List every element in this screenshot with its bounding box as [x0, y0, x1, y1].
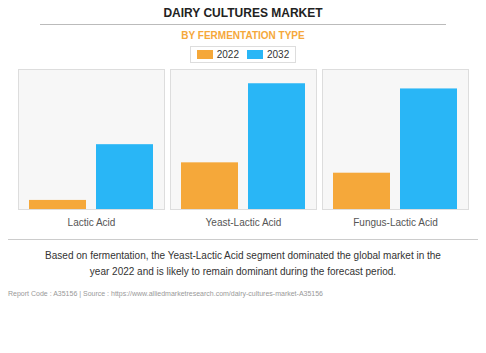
svg-text:Lactic Acid: Lactic Acid: [68, 217, 116, 228]
html-text:Report Code : A35156 | Source: Report Code : A35156 | Source : https://…: [8, 290, 323, 297]
html-text:2032: 2032: [267, 49, 290, 60]
html-text:DAIRY CULTURES MARKET: DAIRY CULTURES MARKET: [163, 6, 323, 20]
html-text:BY FERMENTATION TYPE: BY FERMENTATION TYPE: [181, 30, 305, 41]
html-text:Based on fermentation, the Yea: Based on fermentation, the Yeast-Lactic …: [45, 250, 441, 277]
html-text:2022: 2022: [216, 49, 239, 60]
svg-text:Fungus-Lactic Acid: Fungus-Lactic Acid: [353, 217, 438, 228]
svg-text:Yeast-Lactic Acid: Yeast-Lactic Acid: [206, 217, 282, 228]
